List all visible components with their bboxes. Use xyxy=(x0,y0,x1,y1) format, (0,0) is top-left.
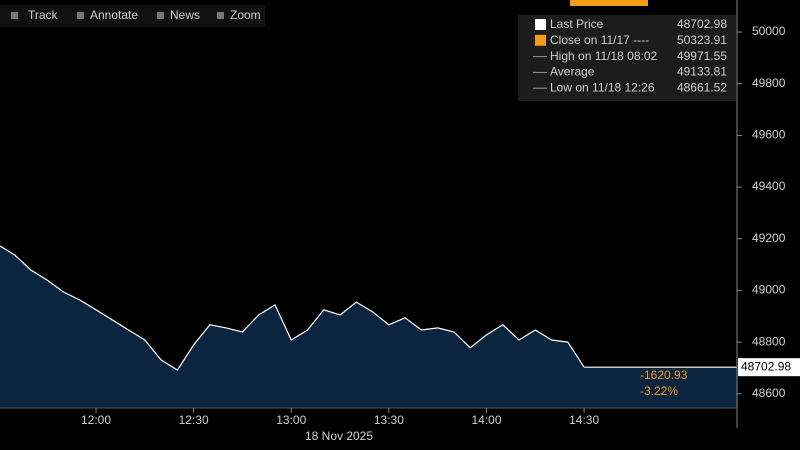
change-pct-label: -3.22% xyxy=(640,384,678,398)
x-tick-label: 14:30 xyxy=(569,413,599,427)
legend-label: Average xyxy=(550,65,595,79)
y-tick-label: 48600 xyxy=(752,386,786,400)
legend-label: Low on 11/18 12:26 xyxy=(550,80,655,94)
legend-label: High on 11/18 08:02 xyxy=(550,49,658,63)
x-axis-label: 18 Nov 2025 xyxy=(305,429,373,443)
y-tick-label: 49400 xyxy=(752,179,786,193)
legend-value: 48661.52 xyxy=(677,80,727,94)
toolbar xyxy=(0,5,265,27)
y-tick-label: 49600 xyxy=(752,128,786,142)
last-price-tag xyxy=(738,358,800,377)
x-tick-label: 13:30 xyxy=(374,413,404,427)
y-tick-label: 49000 xyxy=(752,283,786,297)
y-tick-label: 49200 xyxy=(752,231,786,245)
x-tick-label: 13:00 xyxy=(276,413,306,427)
legend-swatch xyxy=(535,34,546,46)
legend-label: Last Price xyxy=(550,17,604,31)
toolbar-button[interactable]: Zoom xyxy=(230,8,261,22)
y-tick-label: 48800 xyxy=(752,334,786,348)
x-tick-label: 12:30 xyxy=(179,413,209,427)
legend-swatch xyxy=(535,19,546,30)
toolbar-icon xyxy=(157,12,164,19)
toolbar-button[interactable]: Track xyxy=(28,8,59,22)
legend-value: 49971.55 xyxy=(677,49,727,63)
y-tick-label: 50000 xyxy=(752,24,786,38)
toolbar-button[interactable]: News xyxy=(170,8,200,22)
toolbar-icon xyxy=(11,12,18,19)
legend-label: Close on 11/17 ---- xyxy=(550,33,649,47)
toolbar-icon xyxy=(77,12,84,19)
toolbar-icon xyxy=(217,12,224,19)
change-label: -1620.93 xyxy=(640,368,688,382)
last-price-label: 48702.98 xyxy=(741,359,791,373)
y-tick-label: 49800 xyxy=(752,76,786,90)
x-tick-label: 14:00 xyxy=(471,413,501,427)
add-data-tab[interactable] xyxy=(570,0,648,6)
area xyxy=(0,245,737,408)
legend-value: 48702.98 xyxy=(677,17,727,31)
toolbar-button[interactable]: Annotate xyxy=(90,8,138,22)
legend-value: 49133.81 xyxy=(677,65,727,79)
legend xyxy=(518,15,736,101)
legend-value: 50323.91 xyxy=(677,33,727,47)
price-line xyxy=(0,245,585,371)
x-tick-label: 12:00 xyxy=(81,413,111,427)
